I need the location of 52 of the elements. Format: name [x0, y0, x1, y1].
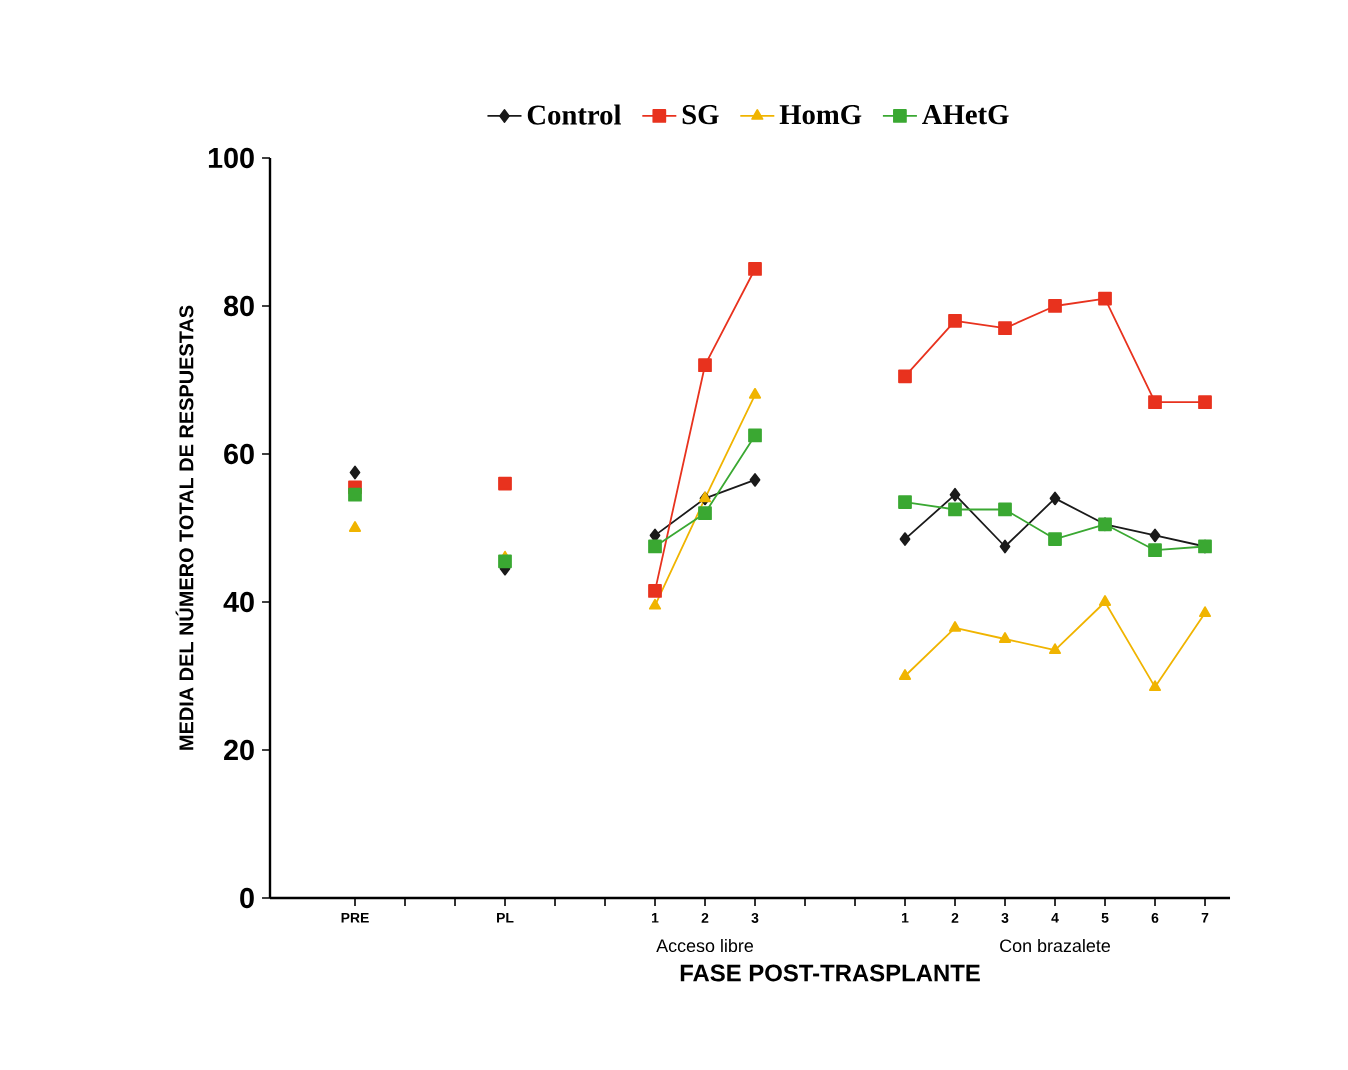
legend-label: HomG [779, 104, 862, 125]
x-axis-title: FASE POST-TRASPLANTE [680, 964, 980, 982]
point [998, 632, 1012, 643]
point [898, 495, 912, 509]
point [698, 358, 712, 373]
point [349, 465, 361, 480]
legend-label: SG [682, 104, 719, 125]
point [898, 669, 912, 680]
point [1149, 528, 1161, 543]
legend-label: Control [527, 104, 621, 125]
point [1048, 643, 1062, 654]
point [1098, 595, 1112, 606]
point [898, 369, 912, 384]
point [999, 539, 1011, 554]
point [1049, 491, 1061, 506]
y-tick-label: 60 [224, 443, 254, 465]
y-tick-label: 0 [240, 887, 254, 909]
point [498, 476, 512, 491]
y-tick-label: 100 [208, 147, 254, 169]
point [1148, 680, 1162, 691]
point [1048, 299, 1062, 313]
point [1098, 291, 1112, 306]
y-axis-title: MEDIA DEL NÚMERO TOTAL DE RESPUESTAS [175, 305, 194, 750]
point [748, 428, 762, 443]
point [1148, 395, 1162, 410]
point [1198, 395, 1212, 410]
y-tick-label: 40 [223, 591, 254, 613]
point [1148, 543, 1162, 558]
point [648, 539, 662, 554]
y-tick-label: 80 [223, 295, 254, 317]
point [648, 598, 662, 610]
point [948, 502, 962, 517]
point [648, 584, 662, 598]
point [949, 487, 961, 502]
point [749, 473, 761, 487]
text: Acceso libre [656, 938, 754, 953]
point [1198, 606, 1212, 617]
point [348, 521, 362, 532]
point [498, 554, 512, 569]
point [348, 487, 362, 502]
point [899, 532, 911, 546]
point [948, 621, 962, 632]
point [998, 321, 1012, 336]
point [998, 502, 1012, 517]
point [948, 313, 962, 328]
point [698, 506, 712, 521]
point [1048, 532, 1062, 546]
point [748, 262, 762, 276]
y-tick-label: 20 [224, 739, 254, 761]
text: Con brazalete [1000, 938, 1111, 953]
point [748, 387, 762, 399]
legend-label: AHetG [922, 104, 1009, 125]
